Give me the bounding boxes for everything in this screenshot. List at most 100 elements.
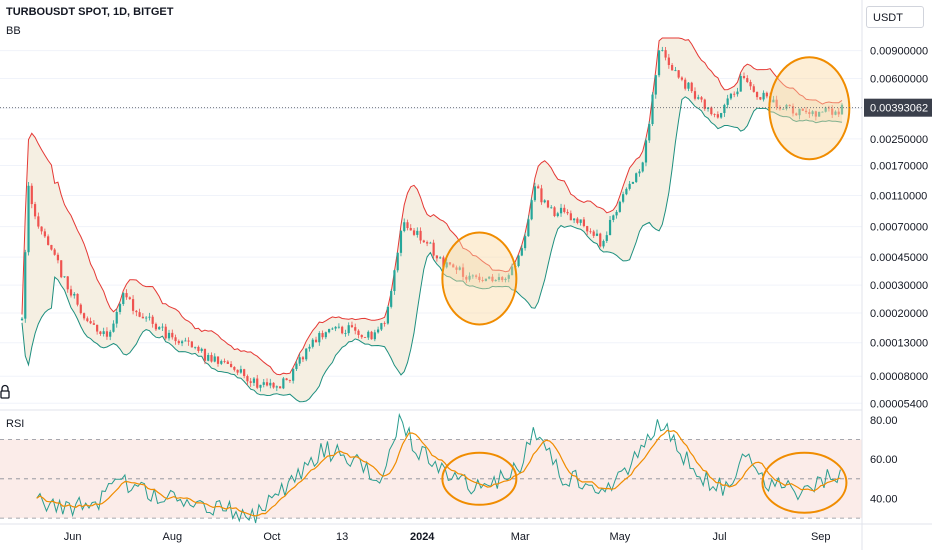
candle[interactable] <box>448 262 452 266</box>
candle[interactable] <box>471 274 474 279</box>
candle[interactable] <box>422 239 425 243</box>
candle[interactable] <box>370 330 373 340</box>
candle[interactable] <box>478 273 481 283</box>
candle[interactable] <box>690 81 693 93</box>
candle[interactable] <box>831 105 834 118</box>
candle[interactable] <box>553 206 556 218</box>
candle[interactable] <box>128 296 131 300</box>
candle[interactable] <box>376 326 380 334</box>
currency-selector[interactable]: USDT <box>866 6 924 28</box>
candle[interactable] <box>697 94 700 100</box>
candle[interactable] <box>729 92 733 101</box>
candle[interactable] <box>566 209 569 216</box>
candle[interactable] <box>318 331 321 346</box>
candle[interactable] <box>184 337 187 342</box>
candle[interactable] <box>687 82 690 92</box>
candle[interactable] <box>684 77 687 91</box>
candle[interactable] <box>795 112 798 116</box>
candle[interactable] <box>357 329 360 339</box>
candle[interactable] <box>821 111 824 113</box>
candle[interactable] <box>200 347 203 353</box>
candle[interactable] <box>56 252 60 264</box>
candle[interactable] <box>507 273 510 283</box>
candle[interactable] <box>393 269 396 295</box>
candle[interactable] <box>321 330 324 340</box>
candle[interactable] <box>720 112 723 119</box>
candle[interactable] <box>314 336 318 343</box>
candle[interactable] <box>504 277 507 283</box>
candle[interactable] <box>772 95 775 103</box>
candle[interactable] <box>746 75 749 84</box>
candle[interactable] <box>282 376 285 390</box>
candle[interactable] <box>635 172 638 184</box>
candle[interactable] <box>791 103 795 117</box>
candle[interactable] <box>174 334 177 345</box>
candle[interactable] <box>837 107 840 118</box>
candle[interactable] <box>262 378 265 388</box>
candle[interactable] <box>517 254 520 268</box>
candle[interactable] <box>494 279 497 282</box>
candle[interactable] <box>213 353 216 363</box>
candle[interactable] <box>131 295 135 315</box>
candle[interactable] <box>412 227 416 237</box>
candle[interactable] <box>223 358 226 364</box>
candle[interactable] <box>533 182 537 202</box>
candle[interactable] <box>638 169 641 177</box>
candle[interactable] <box>246 374 249 386</box>
candle[interactable] <box>556 211 559 218</box>
candle[interactable] <box>86 316 89 323</box>
candle[interactable] <box>161 323 164 331</box>
candle[interactable] <box>726 94 729 109</box>
candle[interactable] <box>608 215 612 236</box>
candle[interactable] <box>82 312 86 321</box>
candle[interactable] <box>527 215 530 237</box>
candle[interactable] <box>648 121 651 143</box>
candle[interactable] <box>455 265 458 275</box>
candle[interactable] <box>66 276 69 293</box>
symbol-title[interactable]: TURBOUSDT SPOT, 1D, BITGET <box>6 6 174 18</box>
candle[interactable] <box>563 204 566 214</box>
candle[interactable] <box>524 232 527 251</box>
highlight-circle-aug[interactable] <box>768 56 851 161</box>
candle[interactable] <box>680 76 684 82</box>
candle[interactable] <box>759 96 762 101</box>
candle[interactable] <box>367 330 370 340</box>
candle[interactable] <box>657 50 661 78</box>
candle[interactable] <box>40 226 43 235</box>
candle[interactable] <box>543 199 546 204</box>
candle[interactable] <box>654 75 657 99</box>
candle[interactable] <box>288 379 291 383</box>
bb-upper-line[interactable] <box>21 37 843 376</box>
last-price-tag[interactable] <box>864 98 932 117</box>
candle[interactable] <box>481 276 484 283</box>
candle[interactable] <box>612 214 615 223</box>
candle[interactable] <box>510 263 514 276</box>
candle[interactable] <box>210 352 213 363</box>
candle[interactable] <box>363 336 367 338</box>
candle[interactable] <box>475 274 478 279</box>
candle[interactable] <box>782 107 785 110</box>
candle[interactable] <box>37 212 40 229</box>
candle[interactable] <box>602 239 605 249</box>
candle[interactable] <box>520 244 523 257</box>
candle[interactable] <box>207 352 210 362</box>
candle[interactable] <box>138 308 141 318</box>
candle[interactable] <box>190 340 193 348</box>
candle[interactable] <box>429 241 432 244</box>
candle[interactable] <box>275 385 278 392</box>
candle[interactable] <box>671 62 674 71</box>
candle[interactable] <box>324 331 327 340</box>
candle[interactable] <box>350 321 354 328</box>
candle[interactable] <box>115 308 118 328</box>
rsi-ma-line[interactable] <box>36 429 841 517</box>
candle[interactable] <box>292 368 295 384</box>
candle[interactable] <box>625 187 628 196</box>
candle[interactable] <box>380 322 383 331</box>
candle[interactable] <box>203 348 207 365</box>
candle[interactable] <box>703 98 706 111</box>
candle[interactable] <box>105 327 109 340</box>
candle[interactable] <box>331 327 334 330</box>
candle[interactable] <box>92 320 95 326</box>
candle[interactable] <box>308 344 311 352</box>
